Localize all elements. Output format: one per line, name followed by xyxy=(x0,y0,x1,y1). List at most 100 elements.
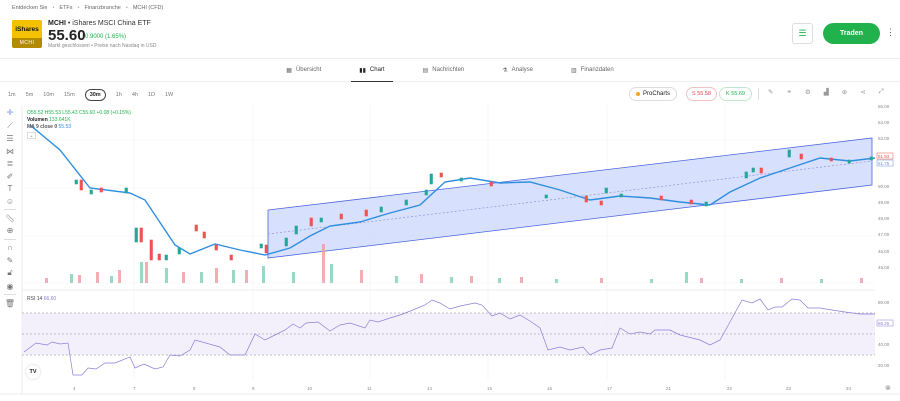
zoom-in-icon[interactable]: ⊕ xyxy=(6,226,14,235)
text-icon[interactable]: T xyxy=(7,184,13,193)
breadcrumb-item[interactable]: ETFs xyxy=(59,5,73,11)
volume-label: Volumen xyxy=(27,117,48,123)
timeframe-5m[interactable]: 5m xyxy=(25,92,34,98)
volume-value: 133.641K xyxy=(49,117,71,123)
flask-icon: ⚗ xyxy=(502,67,508,74)
procharts-button[interactable]: ProCharts xyxy=(629,87,677,101)
tab-overview[interactable]: ▦ Übersicht xyxy=(286,67,322,74)
chart-icon: ▮▮ xyxy=(359,67,366,74)
price-axis-label: 55.00 xyxy=(878,104,890,109)
timeframe-10m[interactable]: 10m xyxy=(43,92,54,98)
pattern-icon[interactable]: ⋈ xyxy=(6,146,14,156)
magnet-icon[interactable]: ∩ xyxy=(7,243,13,252)
trendline-icon[interactable]: ⟋ xyxy=(7,120,13,130)
news-icon: ▤ xyxy=(422,67,429,74)
sell-button[interactable]: S 55.58 xyxy=(686,87,717,101)
share-icon[interactable]: ⋖ xyxy=(860,89,866,96)
date-axis-label: 10 xyxy=(307,386,313,391)
lines-icon[interactable]: ☰ xyxy=(6,134,14,143)
date-axis-label: 24 xyxy=(846,386,852,391)
divider xyxy=(4,209,16,210)
price-axis-label: 46.00 xyxy=(878,249,890,254)
ruler-icon[interactable]: 📏︎ xyxy=(4,213,16,223)
instrument-title: MCHI • iShares MSCI China ETF xyxy=(48,20,151,27)
fibonacci-icon[interactable]: ≣ xyxy=(6,159,14,168)
divider xyxy=(758,88,759,100)
rsi-axis-label: 20.00 xyxy=(878,363,890,368)
fullscreen-icon[interactable]: ⤢ xyxy=(878,88,884,95)
lock-draw-icon[interactable]: ✎ xyxy=(6,255,14,265)
tab-financials[interactable]: ▥ Finanzdaten xyxy=(571,67,614,74)
tab-chart[interactable]: ▮▮ Chart xyxy=(351,59,393,82)
compare-icon[interactable]: ⚭ xyxy=(786,89,792,96)
divider xyxy=(4,238,16,240)
chart-toolbar: ✎ ⚭ ⚙ ▟ ⊕ ⋖ ⤢ xyxy=(768,88,884,96)
indicators-icon[interactable]: ▟ xyxy=(823,89,829,96)
date-axis-label: 23 xyxy=(786,386,792,391)
bar-chart-icon: ▥ xyxy=(571,67,577,74)
settings-icon[interactable]: ⚙ xyxy=(804,89,811,96)
date-axis-label: 22 xyxy=(727,386,733,391)
emoji-icon[interactable]: ☺ xyxy=(5,196,15,206)
timeframe-4h[interactable]: 4h xyxy=(131,92,138,98)
ohlc-values: O55.52 H55.53 L55.43 C55.60 +0.08 (+0.15… xyxy=(27,110,131,116)
timeframe-1m[interactable]: 1m xyxy=(8,92,16,98)
ma-value: 55.53 xyxy=(58,124,72,130)
lock-icon[interactable]: 🔓︎ xyxy=(7,268,13,277)
timeframe-selector: 1m 5m 10m 15m 30m 1h 4h 1D 1W xyxy=(8,89,173,101)
date-axis-label: 4 xyxy=(73,386,76,391)
rsi-current-tag: 66.25 xyxy=(878,321,890,326)
drawing-toolbar: ✛ ⟋ ☰ ⋈ ≣ ✐ T ☺ 📏︎ ⊕ ∩ ✎ 🔓︎ ◉ 🗑︎ xyxy=(0,108,20,308)
price-axis-label: 53.00 xyxy=(878,136,890,141)
list-icon: ☰ xyxy=(798,28,807,38)
tradingview-logo[interactable]: TV xyxy=(26,365,40,379)
procharts-dot-icon xyxy=(635,92,640,96)
price: 55.60 xyxy=(48,27,86,44)
watchlist-button[interactable]: ☰ xyxy=(792,23,813,44)
breadcrumb-item[interactable]: Entdecken Sie xyxy=(12,5,48,11)
date-axis-label: 7 xyxy=(133,386,136,391)
rsi-axis-label: 40.00 xyxy=(878,342,890,347)
crosshair-icon[interactable]: ✛ xyxy=(6,108,14,117)
tab-analysis[interactable]: ⚗ Analyse xyxy=(502,67,534,74)
timeframe-1w[interactable]: 1W xyxy=(164,92,174,98)
date-axis-label: 15 xyxy=(487,386,493,391)
buy-button[interactable]: K 55.69 xyxy=(719,87,752,101)
timeframe-15m[interactable]: 15m xyxy=(63,92,75,98)
breadcrumb-item: MCHI (CFD) xyxy=(132,5,164,11)
settings-icon[interactable]: ⊗ xyxy=(885,385,891,392)
last-price-tag: 51.93 xyxy=(878,154,890,159)
logo-symbol: MCHI xyxy=(12,38,42,48)
trade-button[interactable]: Traden xyxy=(823,23,880,44)
ma-label: MA 9 close 0 xyxy=(27,124,58,130)
add-icon[interactable]: ⊕ xyxy=(841,89,848,96)
brush-icon[interactable]: ✐ xyxy=(6,171,14,181)
date-axis-label: 8 xyxy=(193,386,196,391)
grid-icon: ▦ xyxy=(286,67,292,74)
price-axis-label: 49.00 xyxy=(878,200,890,205)
timeframe-1h[interactable]: 1h xyxy=(115,92,122,98)
eye-icon[interactable]: ◉ xyxy=(6,281,14,291)
trash-icon[interactable]: 🗑︎ xyxy=(4,298,16,308)
date-axis-label: 11 xyxy=(367,386,372,391)
breadcrumb-item[interactable]: Finanzbranche xyxy=(84,5,121,11)
market-status: Markt geschlossen • Preise nach Nasdaq i… xyxy=(48,43,157,49)
date-axis-label: 9 xyxy=(252,386,255,391)
rsi-axis-label: 80.00 xyxy=(878,300,890,305)
price-axis-label: 50.00 xyxy=(878,184,890,189)
price-axis-label: 47.00 xyxy=(878,232,890,237)
instrument-logo: iShares MCHI xyxy=(12,20,42,48)
timeframe-1d[interactable]: 1D xyxy=(147,92,155,98)
tab-news[interactable]: ▤ Nachrichten xyxy=(422,67,465,74)
price-change: 0.9000 (1.65%) xyxy=(85,34,127,40)
pencil-icon[interactable]: ✎ xyxy=(768,89,774,96)
more-vertical-icon[interactable]: ⋮ xyxy=(886,27,895,37)
date-axis-label: 14 xyxy=(427,386,433,391)
date-axis-label: 21 xyxy=(666,386,672,391)
symbol: MCHI xyxy=(48,20,66,27)
tab-bar: ▦ Übersicht ▮▮ Chart ▤ Nachrichten ⚗ Analyse… xyxy=(0,58,900,82)
collapse-legend-button[interactable]: ^ xyxy=(27,132,36,139)
timeframe-30m[interactable]: 30m xyxy=(84,89,106,101)
breadcrumb: Entdecken Sie • ETFs • Finanzbranche • MCHI… xyxy=(12,5,164,11)
